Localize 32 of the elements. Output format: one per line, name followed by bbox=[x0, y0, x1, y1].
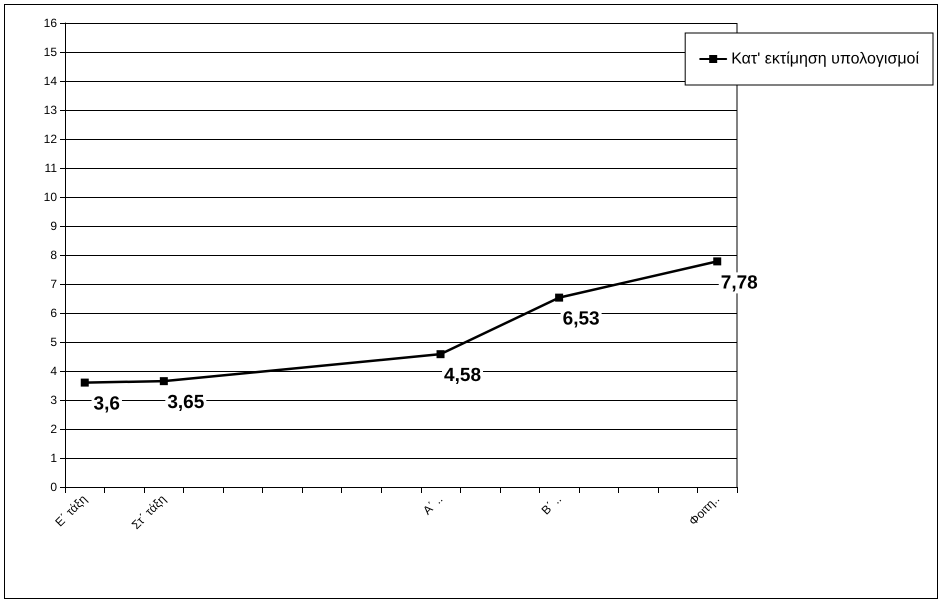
y-tick-label: 3 bbox=[50, 393, 58, 407]
data-label: 6,53 bbox=[562, 308, 600, 330]
x-tick-label: Β΄ .. bbox=[538, 492, 564, 518]
y-tick-label: 10 bbox=[44, 190, 58, 204]
point bbox=[555, 294, 564, 302]
y-tick-label: 15 bbox=[44, 45, 58, 59]
x-tick-label: Α΄ .. bbox=[420, 492, 446, 518]
y-tick-label: 8 bbox=[50, 248, 58, 262]
y-tick-label: 14 bbox=[44, 74, 58, 88]
y-tick-label: 0 bbox=[50, 480, 58, 494]
y-tick-label: 7 bbox=[50, 277, 58, 291]
data-label: 7,78 bbox=[720, 272, 758, 294]
y-tick-label: 5 bbox=[50, 335, 58, 349]
y-tick-label: 16 bbox=[44, 16, 58, 30]
data-label: 3,6 bbox=[94, 394, 120, 415]
point bbox=[436, 350, 445, 358]
data-label: 3,65 bbox=[167, 392, 205, 414]
y-tick-label: 11 bbox=[44, 161, 58, 175]
y-tick-label: 9 bbox=[50, 219, 58, 233]
legend-label: Κατ' εκτίμηση υπολογισμοί bbox=[731, 50, 920, 68]
x-tick-label: Ε΄ τάξη bbox=[52, 492, 90, 530]
y-tick-label: 6 bbox=[50, 306, 58, 320]
point bbox=[80, 378, 89, 387]
y-tick-label: 2 bbox=[50, 422, 58, 436]
y-tick-label: 12 bbox=[44, 132, 58, 146]
y-tick-label: 1 bbox=[50, 451, 58, 465]
point bbox=[160, 377, 168, 386]
point bbox=[713, 257, 722, 266]
data-label: 4,58 bbox=[444, 365, 482, 386]
y-tick-label: 4 bbox=[50, 364, 58, 378]
x-tick-label: Στ΄ τάξη bbox=[128, 492, 169, 532]
y-tick-label: 13 bbox=[44, 103, 58, 117]
